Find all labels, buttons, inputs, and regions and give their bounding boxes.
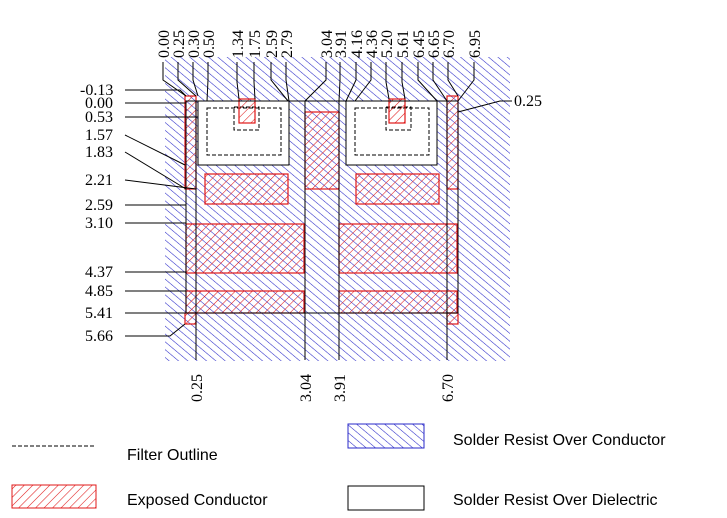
left-dimension-labels: -0.13 0.00 0.53 1.57 1.83 2.21 2.59 3.10… — [80, 82, 113, 345]
pad-bottom-right — [338, 290, 458, 314]
pad-bottom-left-corner — [184, 312, 197, 325]
exposed-conductor-pads — [184, 95, 459, 325]
left-dim-label: 3.10 — [85, 215, 113, 232]
top-dim-label: 0.30 — [186, 30, 203, 58]
package-outline — [185, 100, 459, 314]
legend: Filter Outline Solder Resist Over Conduc… — [11, 423, 666, 511]
left-dim-label: -0.13 — [80, 82, 113, 99]
top-dim-label: 0.00 — [156, 30, 173, 58]
top-dim-label: 5.61 — [395, 30, 412, 58]
bottom-dim-label: 0.25 — [189, 374, 206, 402]
left-dim-label: 1.57 — [85, 127, 113, 144]
left-dim-label: 5.41 — [85, 305, 113, 322]
pad-big-right — [338, 223, 458, 274]
legend-solder-resist-conductor-swatch — [347, 423, 425, 449]
left-dim-label: 0.00 — [85, 95, 113, 112]
legend-solder-resist-conductor-label: Solder Resist Over Conductor — [453, 432, 666, 449]
top-dim-label: 6.70 — [441, 30, 458, 58]
pad-right-edge — [446, 95, 459, 190]
top-dim-label: 1.34 — [230, 30, 247, 58]
bottom-dim-label: 6.70 — [440, 374, 457, 402]
legend-exposed-conductor-swatch — [11, 484, 97, 509]
left-leader-lines — [124, 89, 198, 337]
bottom-dim-label: 3.04 — [298, 374, 315, 402]
top-dim-label: 5.20 — [379, 30, 396, 58]
pad-small-left — [238, 98, 256, 124]
pad-small-right — [388, 98, 406, 124]
legend-exposed-conductor-label: Exposed Conductor — [127, 492, 268, 509]
left-dim-label: 5.66 — [85, 328, 113, 345]
top-dim-label: 6.65 — [426, 30, 443, 58]
top-dim-label: 6.95 — [467, 30, 484, 58]
left-dim-label: 4.37 — [85, 264, 113, 281]
top-dim-label: 3.04 — [319, 30, 336, 58]
pad-upper-right — [355, 173, 440, 205]
top-dim-label: 3.91 — [333, 30, 350, 58]
pad-center-vertical — [304, 111, 340, 190]
bottom-dim-label: 3.91 — [332, 374, 349, 402]
left-dim-label: 2.21 — [85, 172, 113, 189]
pad-big-left — [185, 223, 305, 274]
left-dim-label: 1.83 — [85, 144, 113, 161]
pad-bottom-left — [185, 290, 305, 314]
pad-left-edge — [184, 95, 197, 190]
pad-upper-left — [204, 173, 289, 205]
legend-solder-resist-dielectric-label: Solder Resist Over Dielectric — [453, 492, 658, 509]
left-dim-label: 0.53 — [85, 109, 113, 126]
right-leader-line — [457, 100, 512, 113]
right-dim-label: 0.25 — [514, 93, 542, 110]
bottom-leader-lines — [195, 313, 448, 360]
top-dim-label: 1.75 — [247, 30, 264, 58]
left-dim-label: 4.85 — [85, 283, 113, 300]
top-dim-label: 2.79 — [279, 30, 296, 58]
pad-bottom-right-corner — [446, 312, 459, 325]
top-dim-label: 2.59 — [264, 30, 281, 58]
left-dim-label: 2.59 — [85, 197, 113, 214]
bottom-dimension-labels: 0.25 3.04 3.91 6.70 — [189, 374, 457, 402]
top-dim-label: 0.25 — [171, 30, 188, 58]
top-dimension-labels: 0.00 0.25 0.30 0.50 1.34 1.75 2.59 2.79 … — [156, 30, 484, 58]
top-dim-label: 4.16 — [349, 30, 366, 58]
top-leader-lines — [162, 62, 475, 102]
legend-solder-resist-dielectric-swatch — [347, 485, 425, 511]
top-dim-label: 0.50 — [201, 30, 218, 58]
top-dim-label: 4.36 — [364, 30, 381, 58]
legend-filter-outline-label: Filter Outline — [127, 447, 218, 464]
top-dim-label: 6.45 — [411, 30, 428, 58]
